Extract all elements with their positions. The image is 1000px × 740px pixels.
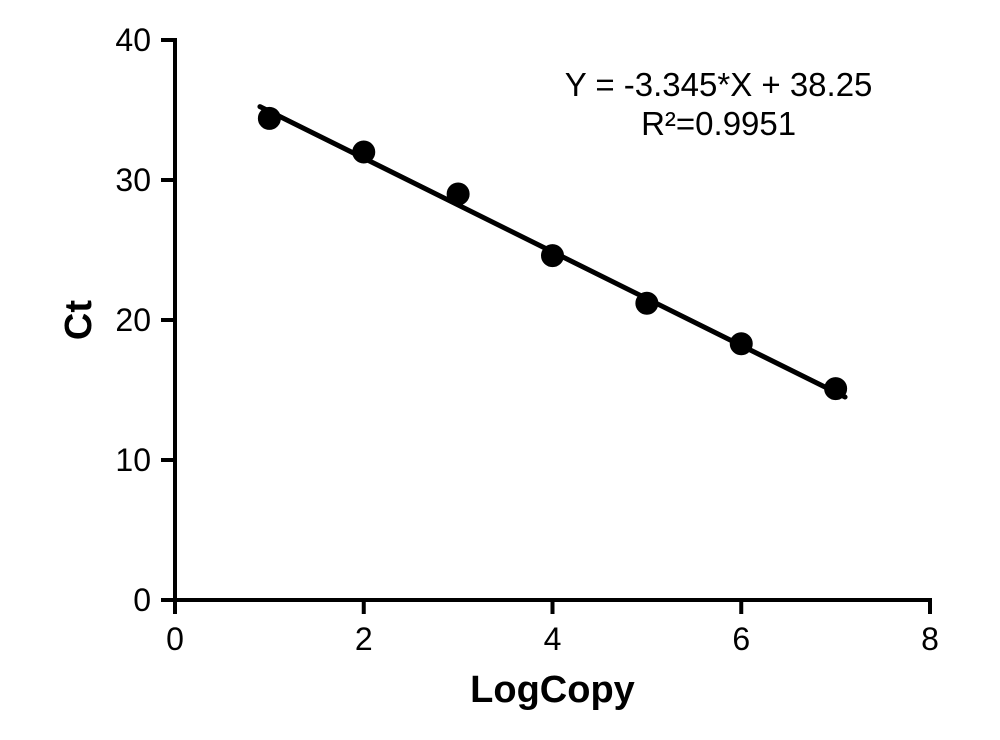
y-axis-title: Ct (58, 300, 100, 340)
data-point (353, 141, 375, 163)
data-point (447, 183, 469, 205)
equation-annotation: Y = -3.345*X + 38.25 (565, 66, 873, 103)
y-tick-label: 10 (115, 442, 151, 478)
data-point (542, 245, 564, 267)
x-tick-label: 0 (166, 621, 184, 657)
data-point (825, 378, 847, 400)
y-tick-label: 30 (115, 162, 151, 198)
ct-vs-logcopy-scatter: 0 2 4 6 8 0 10 20 30 40 LogCopy Ct Y = -3.345*X + 38… (0, 0, 1000, 740)
data-point (258, 107, 280, 129)
x-axis-title: LogCopy (470, 669, 635, 711)
x-tick-label: 4 (544, 621, 562, 657)
y-tick-label: 0 (133, 582, 151, 618)
x-tick-label: 8 (921, 621, 939, 657)
y-tick-label: 20 (115, 302, 151, 338)
data-point (636, 292, 658, 314)
r2-annotation: R²=0.9951 (641, 105, 796, 142)
chart-container: 0 2 4 6 8 0 10 20 30 40 LogCopy Ct Y = -3.345*X + 38… (0, 0, 1000, 740)
y-tick-label: 40 (115, 22, 151, 58)
x-tick-label: 6 (732, 621, 750, 657)
data-point (730, 333, 752, 355)
chart-background (0, 0, 1000, 740)
x-tick-label: 2 (355, 621, 373, 657)
